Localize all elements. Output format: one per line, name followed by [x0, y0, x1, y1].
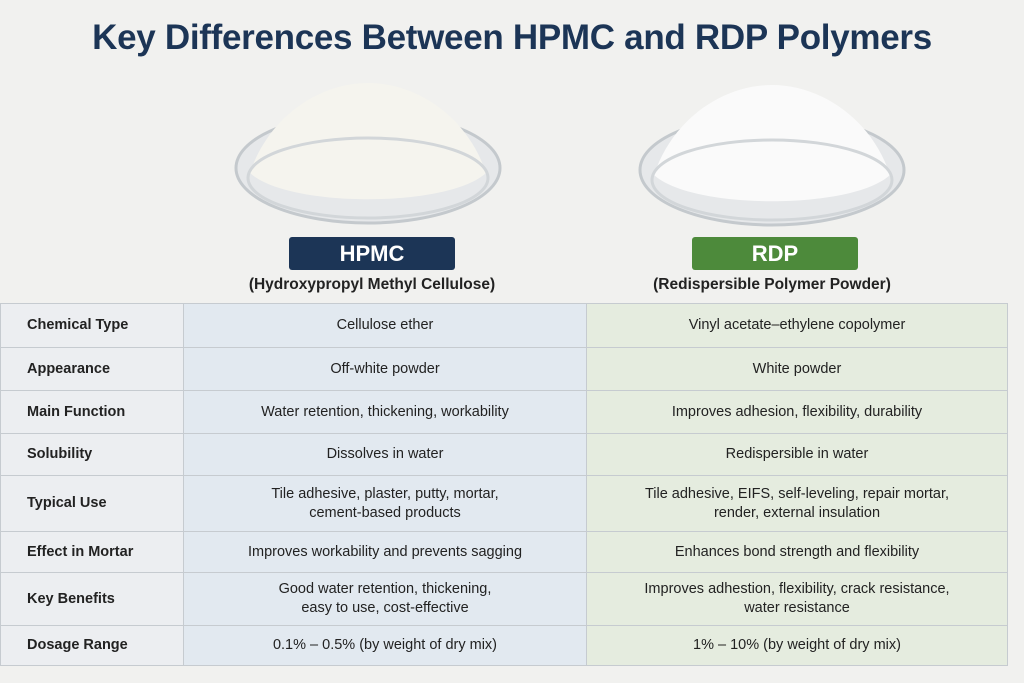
table-row: Key Benefits Good water retention, thicke…: [0, 572, 1008, 626]
row-label: Key Benefits: [0, 572, 184, 626]
hpmc-cell: Off-white powder: [183, 347, 587, 391]
hpmc-cell: 0.1% – 0.5% (by weight of dry mix): [183, 625, 587, 666]
rdp-cell: Improves adhesion, flexibility, durabili…: [586, 390, 1008, 434]
rdp-cell: 1% – 10% (by weight of dry mix): [586, 625, 1008, 666]
hpmc-cell: Good water retention, thickening, easy t…: [183, 572, 587, 626]
row-label: Effect in Mortar: [0, 531, 184, 573]
rdp-full-name: (Redispersible Polymer Powder): [653, 276, 891, 293]
table-row: Solubility Dissolves in water Redispersibl…: [0, 433, 1008, 476]
table-row: Main Function Water retention, thickening…: [0, 390, 1008, 434]
table-row: Effect in Mortar Improves workability and…: [0, 531, 1008, 573]
row-label: Appearance: [0, 347, 184, 391]
table-row: Chemical Type Cellulose ether Vinyl acetat…: [0, 303, 1008, 348]
comparison-table: Chemical Type Cellulose ether Vinyl acetat…: [0, 303, 1008, 666]
table-row: Typical Use Tile adhesive, plaster, putty…: [0, 475, 1008, 532]
hpmc-cell: Dissolves in water: [183, 433, 587, 476]
hpmc-tag: HPMC: [289, 237, 455, 270]
rdp-cell: Vinyl acetate–ethylene copolymer: [586, 303, 1008, 348]
rdp-cell: Redispersible in water: [586, 433, 1008, 476]
hpmc-cell: Cellulose ether: [183, 303, 587, 348]
row-label: Chemical Type: [0, 303, 184, 348]
table-row: Dosage Range 0.1% – 0.5% (by weight of dr…: [0, 625, 1008, 666]
title: Key Differences Between HPMC and RDP Pol…: [92, 18, 932, 57]
hpmc-cell: Improves workability and prevents saggin…: [183, 531, 587, 573]
rdp-cell: Enhances bond strength and flexibility: [586, 531, 1008, 573]
rdp-cell: Improves adhestion, flexibility, crack r…: [586, 572, 1008, 626]
rdp-cell: Tile adhesive, EIFS, self-leveling, repa…: [586, 475, 1008, 532]
rdp-tag: RDP: [692, 237, 858, 270]
row-label: Main Function: [0, 390, 184, 434]
row-label: Typical Use: [0, 475, 184, 532]
hpmc-cell: Water retention, thickening, workability: [183, 390, 587, 434]
hpmc-cell: Tile adhesive, plaster, putty, mortar, c…: [183, 475, 587, 532]
hpmc-full-name: (Hydroxypropyl Methyl Cellulose): [248, 276, 496, 293]
rdp-bowl-image: [638, 85, 906, 227]
row-label: Dosage Range: [0, 625, 184, 666]
hpmc-bowl-image: [234, 83, 502, 225]
rdp-cell: White powder: [586, 347, 1008, 391]
table-row: Appearance Off-white powder White powder: [0, 347, 1008, 391]
row-label: Solubility: [0, 433, 184, 476]
